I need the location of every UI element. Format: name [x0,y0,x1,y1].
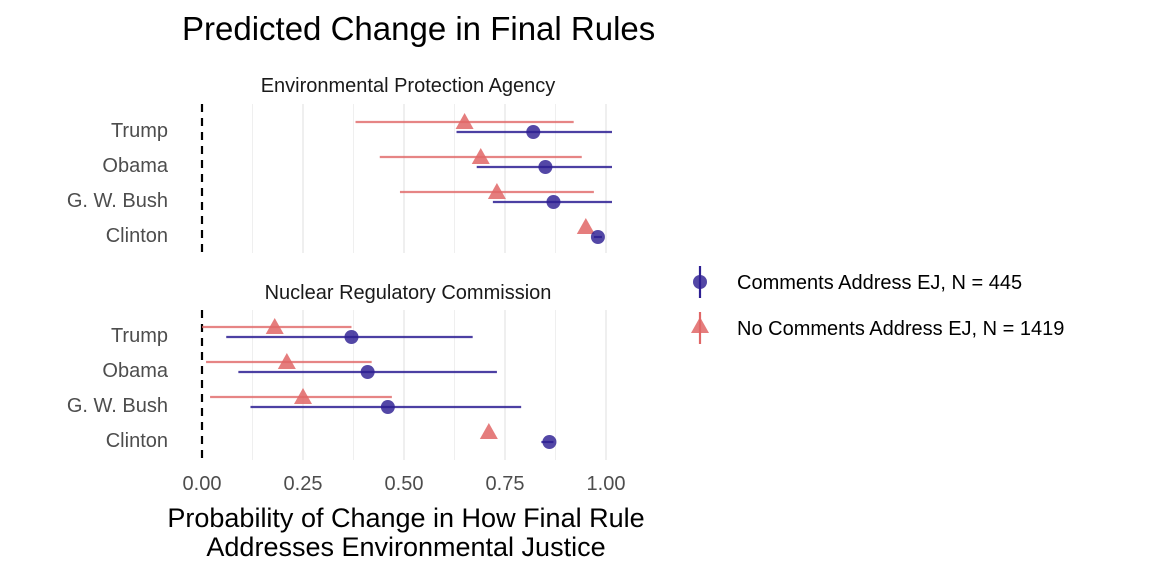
point-estimate [487,183,506,199]
x-axis-title-line-1: Probability of Change in How Final Rule [167,503,644,533]
y-tick-label: Clinton [106,225,168,247]
y-tick-label: G. W. Bush [67,190,168,212]
x-tick-label: 0.00 [183,473,222,495]
legend: Comments Address EJ, N = 445 No Comments… [691,266,1064,344]
x-axis-title-line-2: Addresses Environmental Justice [206,532,605,562]
y-tick-label: Obama [102,360,168,382]
point-estimate [590,230,605,244]
series-comments [456,125,612,244]
point-estimate [546,195,561,209]
y-tick-label: Trump [111,325,168,347]
y-tick-label: Obama [102,155,168,177]
legend-key-no-comments [691,312,709,344]
series-no-comments [202,318,498,439]
panels: Environmental Protection Agency Trump Obam… [67,75,612,460]
point-estimate [542,435,557,449]
series-no-comments [355,113,595,234]
point-estimate [265,318,284,334]
point-estimate [360,365,375,379]
legend-label-no-comments: No Comments Address EJ, N = 1419 [737,318,1064,340]
x-tick-label: 1.00 [587,473,626,495]
point-estimate [576,218,595,234]
panel-2: Nuclear Regulatory Commission Trump Obama G… [67,282,607,460]
y-tick-label: Trump [111,120,168,142]
point-estimate [344,330,359,344]
legend-key-comments [693,266,707,298]
y-tick-label: Clinton [106,430,168,452]
x-tick-label: 0.50 [385,473,424,495]
point-estimate [455,113,474,129]
legend-label-comments: Comments Address EJ, N = 445 [737,272,1022,294]
x-tick-label: 0.25 [284,473,323,495]
series-comments [226,330,557,449]
point-estimate [526,125,541,139]
panel-label: Nuclear Regulatory Commission [265,282,552,304]
y-tick-label: G. W. Bush [67,395,168,417]
point-estimate [479,423,498,439]
point-estimate [294,388,312,404]
panel-1: Environmental Protection Agency Trump Obam… [67,75,612,253]
x-tick-label: 0.75 [486,473,525,495]
x-axis: 0.00 0.25 0.50 0.75 1.00 [183,473,626,495]
panel-label: Environmental Protection Agency [261,75,556,97]
point-estimate [277,353,296,369]
point-estimate [380,400,395,414]
point-estimate [538,160,553,174]
chart-title: Predicted Change in Final Rules [182,10,655,47]
point-estimate [471,148,490,164]
